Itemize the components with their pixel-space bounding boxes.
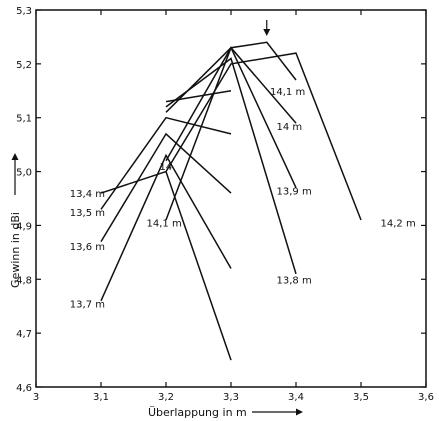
x-tick-label: 3,2 — [158, 392, 174, 403]
y-axis: 4,6 4,7 4,8 4,9 5,0 5,1 5,2 5,3 — [16, 6, 426, 394]
y-axis-label: Gewinn in dBi — [9, 212, 22, 288]
series-label: 14 — [160, 162, 173, 173]
y-tick-label: 5,2 — [16, 60, 32, 71]
x-axis-label: Überlappung in m — [148, 406, 247, 419]
series-label: 14,2 m — [381, 219, 416, 230]
series-label: 13,5 m — [70, 208, 105, 219]
y-axis-label-group: Gewinn in dBi — [9, 153, 22, 288]
series-group — [100, 41, 362, 361]
series-line-13-6-m — [100, 132, 232, 242]
y-tick-label: 5,1 — [16, 114, 32, 125]
series-line-13-7-m — [100, 153, 232, 302]
series-line-unlabeled — [165, 90, 232, 103]
series-label: 13,4 m — [70, 189, 105, 200]
y-tick-label: 4,8 — [16, 275, 32, 286]
y-tick-label: 4,9 — [16, 221, 32, 232]
series-line-13-4-m — [100, 170, 167, 194]
x-axis: 3 3,1 3,2 3,3 3,4 3,5 3,6 — [33, 10, 434, 403]
series-line-13-5-m — [100, 116, 232, 210]
series-line-14-1-m — [165, 41, 297, 221]
series-line-14-2-m — [165, 52, 362, 221]
series-line-unlabeled — [165, 171, 232, 361]
series-label: 13,6 m — [70, 242, 105, 253]
series-label: 13,9 m — [277, 186, 312, 197]
y-tick-label: 5,0 — [16, 168, 32, 179]
y-axis-arrow-head — [11, 153, 19, 160]
series-label: 14 m — [277, 122, 303, 133]
x-tick-label: 3,3 — [223, 392, 239, 403]
series-labels: 13,4 m 13,5 m 13,6 m 13,7 m 14 14,1 m 14,1 m 14… — [70, 87, 416, 311]
x-tick-label: 3 — [33, 392, 39, 403]
x-tick-label: 3,6 — [418, 392, 434, 403]
series-label: 13,7 m — [70, 300, 105, 311]
y-tick-label: 5,3 — [16, 6, 32, 17]
x-tick-label: 3,4 — [288, 392, 304, 403]
optimum-arrow-head — [263, 29, 271, 36]
y-tick-label: 4,6 — [16, 383, 32, 394]
series-label: 13,8 m — [277, 275, 312, 286]
y-tick-label: 4,7 — [16, 329, 32, 340]
x-axis-label-group: Überlappung in m — [148, 406, 303, 419]
x-tick-label: 3,1 — [93, 392, 109, 403]
series-label: 14,1 m — [270, 87, 305, 98]
optimum-arrow — [263, 20, 271, 36]
x-axis-arrow-head — [296, 408, 303, 416]
series-label: 14,1 m — [147, 219, 182, 230]
x-tick-label: 3,5 — [353, 392, 369, 403]
